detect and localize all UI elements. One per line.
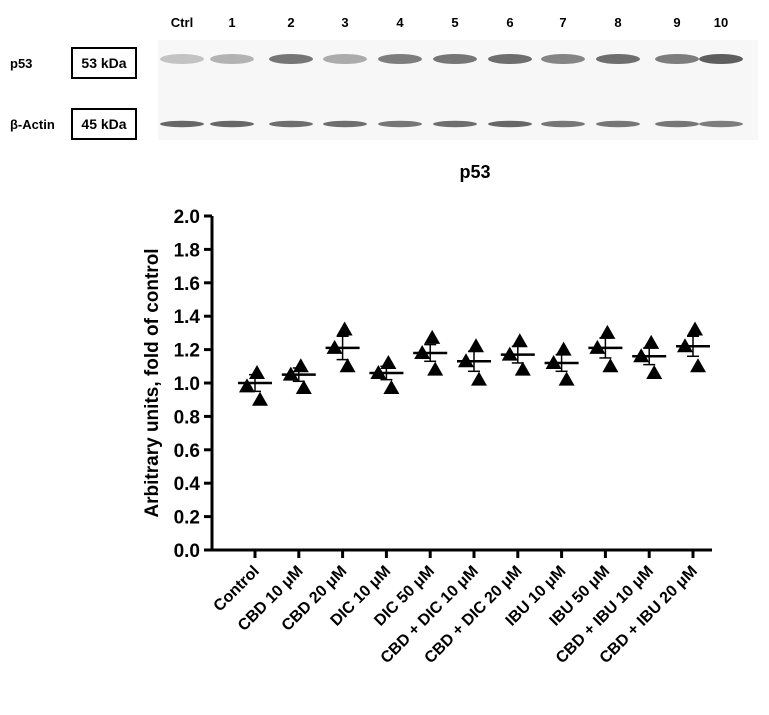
blot-band: [378, 54, 422, 64]
western-blot: Ctrl 1 2 3 4 5 6 7 8 9 10 p53 53 kDa β-Actin 45 kDa: [10, 15, 758, 140]
y-tick-label: 0.6: [174, 441, 200, 462]
y-tick-label: 1.4: [174, 307, 201, 328]
data-point: [282, 366, 299, 381]
blot-band: [378, 120, 422, 128]
data-point: [602, 358, 619, 373]
data-point: [468, 338, 484, 353]
data-point: [555, 341, 572, 356]
blot-band: [596, 54, 640, 64]
y-tick-label: 0.2: [174, 508, 200, 529]
data-point: [633, 348, 650, 363]
lane-label-9: 9: [673, 15, 680, 30]
blot-band: [655, 54, 699, 64]
blot-band: [488, 120, 532, 128]
blot-band: [269, 120, 313, 128]
y-tick-label: 1.6: [174, 274, 200, 295]
data-point: [471, 371, 487, 386]
data-point: [511, 333, 528, 348]
data-point: [646, 364, 663, 379]
y-axis-label: Arbitrary units, fold of control: [142, 248, 163, 517]
kda-box-1: [71, 108, 137, 140]
data-point: [643, 334, 660, 349]
chart-title: p53: [459, 162, 490, 182]
y-tick-label: 2.0: [174, 207, 200, 228]
blot-band: [433, 54, 477, 64]
blot-band: [541, 54, 585, 64]
blot-band: [210, 54, 254, 64]
data-point: [295, 380, 312, 395]
data-point: [292, 358, 309, 373]
blot-band: [269, 54, 313, 64]
lane-label-4: 4: [396, 15, 404, 30]
data-point: [339, 358, 356, 373]
lane-label-8: 8: [614, 15, 621, 30]
lane-label-3: 3: [341, 15, 348, 30]
data-point: [690, 358, 706, 373]
row-label-0: p53: [10, 56, 32, 71]
blot-band: [160, 120, 204, 128]
data-point: [370, 364, 387, 379]
blot-band: [488, 54, 532, 64]
y-tick-label: 1.8: [174, 240, 200, 261]
y-tick-label: 0.4: [174, 474, 201, 495]
data-point: [249, 364, 265, 379]
data-point: [414, 344, 431, 359]
blot-band: [323, 54, 367, 64]
lane-label-2: 2: [287, 15, 294, 30]
blot-band: [210, 120, 254, 128]
data-point: [558, 371, 575, 386]
blot-band: [323, 120, 367, 128]
blot-band: [699, 54, 743, 64]
lane-label-5: 5: [451, 15, 458, 30]
lane-label-7: 7: [559, 15, 566, 30]
blot-band: [596, 120, 640, 128]
lane-label-1: 1: [228, 15, 235, 30]
row-label-1: β-Actin: [10, 117, 55, 132]
lane-label-6: 6: [506, 15, 513, 30]
data-point: [677, 338, 693, 353]
data-point: [599, 324, 616, 339]
data-point: [427, 361, 444, 376]
p53-scatter-chart: p53 0.0 0.2 0.4 0.6 0.8 1.0 1.2 1.4 1.6 1.8 2.0 Arbi…: [142, 162, 712, 667]
data-point: [458, 353, 474, 368]
y-tick-label: 1.0: [174, 374, 200, 395]
kda-label-0: 53 kDa: [81, 55, 126, 71]
data-point: [336, 321, 353, 336]
data-point: [239, 378, 255, 393]
data-point: [383, 380, 400, 395]
lane-label-0: Ctrl: [171, 15, 193, 30]
blot-band: [655, 120, 699, 128]
data-point: [252, 391, 268, 406]
data-point: [501, 346, 518, 361]
blot-band: [541, 120, 585, 128]
data-point: [545, 354, 562, 369]
data-point: [514, 361, 531, 376]
data-point: [424, 329, 441, 344]
y-tick-label: 1.2: [174, 341, 200, 362]
data-point: [380, 354, 397, 369]
kda-label-1: 45 kDa: [81, 116, 126, 132]
blot-band: [433, 120, 477, 128]
y-tick-label: 0.8: [174, 407, 200, 428]
data-point: [326, 339, 343, 354]
kda-box-0: [71, 47, 137, 79]
y-tick-label: 0.0: [174, 541, 200, 562]
lane-label-10: 10: [714, 15, 728, 30]
blot-band: [160, 54, 204, 64]
data-point: [687, 321, 703, 336]
blot-band: [699, 120, 743, 128]
data-point: [589, 339, 606, 354]
